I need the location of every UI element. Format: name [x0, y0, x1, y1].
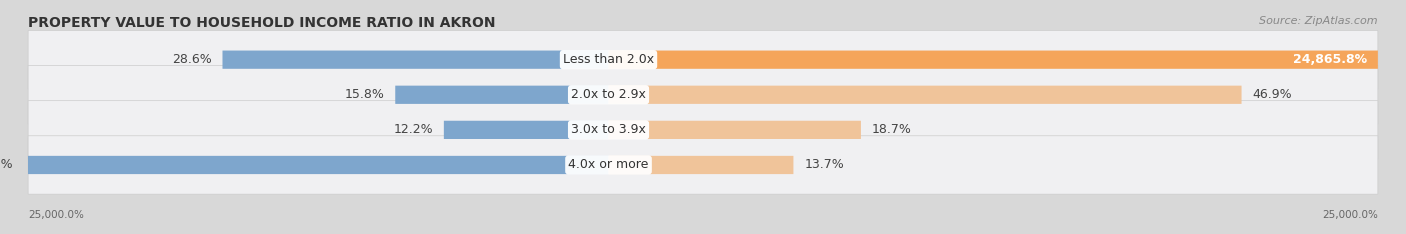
- Text: 46.9%: 46.9%: [1253, 88, 1292, 101]
- FancyBboxPatch shape: [609, 156, 793, 174]
- FancyBboxPatch shape: [28, 101, 1378, 159]
- Text: 18.7%: 18.7%: [872, 123, 911, 136]
- FancyBboxPatch shape: [28, 30, 1378, 89]
- FancyBboxPatch shape: [444, 121, 609, 139]
- Text: 4.0x or more: 4.0x or more: [568, 158, 648, 172]
- FancyBboxPatch shape: [395, 86, 609, 104]
- FancyBboxPatch shape: [28, 136, 1378, 194]
- Text: 25,000.0%: 25,000.0%: [1322, 210, 1378, 220]
- Text: 28.6%: 28.6%: [172, 53, 212, 66]
- Text: 15.8%: 15.8%: [344, 88, 384, 101]
- Text: 12.2%: 12.2%: [394, 123, 433, 136]
- Text: 43.3%: 43.3%: [0, 158, 13, 172]
- Text: 25,000.0%: 25,000.0%: [28, 210, 84, 220]
- FancyBboxPatch shape: [24, 156, 609, 174]
- Text: 3.0x to 3.9x: 3.0x to 3.9x: [571, 123, 645, 136]
- Text: 13.7%: 13.7%: [804, 158, 844, 172]
- Text: 2.0x to 2.9x: 2.0x to 2.9x: [571, 88, 645, 101]
- FancyBboxPatch shape: [28, 66, 1378, 124]
- FancyBboxPatch shape: [609, 51, 1378, 69]
- FancyBboxPatch shape: [609, 86, 1241, 104]
- FancyBboxPatch shape: [609, 121, 860, 139]
- Text: 24,865.8%: 24,865.8%: [1294, 53, 1367, 66]
- Text: Source: ZipAtlas.com: Source: ZipAtlas.com: [1260, 16, 1378, 26]
- Text: PROPERTY VALUE TO HOUSEHOLD INCOME RATIO IN AKRON: PROPERTY VALUE TO HOUSEHOLD INCOME RATIO…: [28, 16, 496, 30]
- Text: Less than 2.0x: Less than 2.0x: [562, 53, 654, 66]
- FancyBboxPatch shape: [222, 51, 609, 69]
- Legend: Without Mortgage, With Mortgage: Without Mortgage, With Mortgage: [574, 231, 832, 234]
